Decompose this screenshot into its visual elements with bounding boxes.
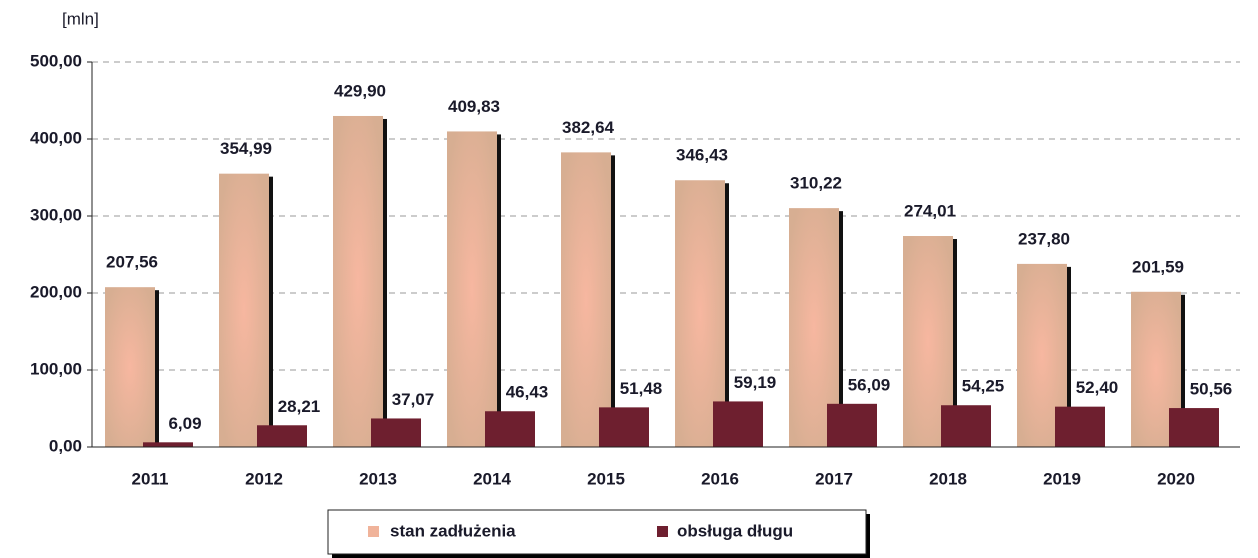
value-label: 237,80 <box>1018 229 1070 248</box>
value-label: 50,56 <box>1190 380 1233 399</box>
bar <box>485 411 535 447</box>
value-label: 382,64 <box>562 118 615 137</box>
x-tick-label: 2016 <box>701 469 739 488</box>
value-label: 207,56 <box>106 253 158 272</box>
x-tick-label: 2014 <box>473 469 511 488</box>
value-label: 274,01 <box>904 201 956 220</box>
value-label: 37,07 <box>392 390 435 409</box>
x-tick-label: 2017 <box>815 469 853 488</box>
bar <box>143 442 193 447</box>
value-label: 429,90 <box>334 81 386 100</box>
x-tick-label: 2011 <box>132 469 169 488</box>
bar-shadow <box>155 290 159 447</box>
y-tick-label: 400,00 <box>30 128 82 147</box>
bar <box>257 425 307 447</box>
bar <box>447 131 497 447</box>
y-tick-label: 100,00 <box>30 359 82 378</box>
bar-shadow <box>1181 294 1185 447</box>
value-label: 201,59 <box>1132 257 1184 276</box>
value-label: 28,21 <box>278 397 321 416</box>
bar <box>219 173 269 447</box>
bar-shadow <box>269 176 273 447</box>
x-tick-label: 2015 <box>587 469 625 488</box>
value-label: 409,83 <box>448 97 500 116</box>
legend-marker <box>368 526 379 537</box>
value-label: 51,48 <box>620 379 663 398</box>
x-tick-label: 2019 <box>1043 469 1081 488</box>
bar-shadow <box>1067 266 1071 447</box>
legend-label: obsługa długu <box>677 521 793 540</box>
bar <box>371 418 421 447</box>
bar-shadow <box>383 118 387 448</box>
bar <box>713 401 763 447</box>
bar <box>105 287 155 447</box>
bar <box>827 403 877 447</box>
bar-shadow <box>497 134 501 447</box>
bar <box>561 152 611 448</box>
value-label: 354,99 <box>220 139 272 158</box>
legend-box <box>327 509 867 555</box>
value-label: 54,25 <box>962 377 1005 396</box>
y-tick-label: 300,00 <box>30 205 82 224</box>
bar-shadow <box>611 155 615 448</box>
bar <box>333 115 383 448</box>
legend-label: stan zadłużenia <box>390 521 516 540</box>
y-tick-label: 200,00 <box>30 282 82 301</box>
x-tick-label: 2012 <box>245 469 283 488</box>
value-label: 52,40 <box>1076 378 1119 397</box>
legend-marker <box>657 526 668 537</box>
value-label: 59,19 <box>734 373 777 392</box>
bar-shadow <box>725 183 729 447</box>
x-tick-label: 2018 <box>929 469 967 488</box>
y-axis-label: [mln] <box>62 9 99 28</box>
bar <box>941 405 991 447</box>
value-label: 346,43 <box>676 146 728 165</box>
value-label: 6,09 <box>168 414 201 433</box>
value-label: 56,09 <box>848 375 891 394</box>
y-tick-label: 0,00 <box>49 436 82 455</box>
value-label: 310,22 <box>790 174 842 193</box>
y-tick-label: 500,00 <box>30 51 82 70</box>
bar <box>1169 408 1219 447</box>
bar-shadow <box>839 211 843 447</box>
x-tick-label: 2020 <box>1157 469 1195 488</box>
bar <box>1055 406 1105 447</box>
bar-shadow <box>953 239 957 447</box>
value-label: 46,43 <box>506 383 549 402</box>
x-tick-label: 2013 <box>359 469 397 488</box>
bar <box>599 407 649 447</box>
